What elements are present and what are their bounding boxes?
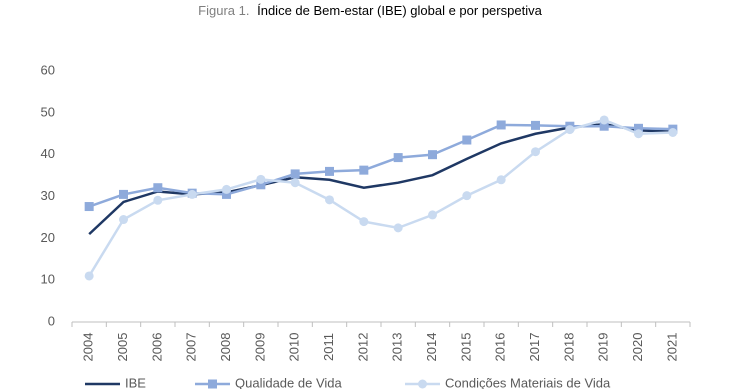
point — [565, 125, 575, 135]
point — [393, 153, 403, 163]
legend-marker — [208, 379, 217, 389]
point — [153, 195, 163, 205]
legend-label: Condições Materiais de Vida — [445, 375, 611, 389]
y-tick-label: 10 — [41, 272, 55, 287]
point — [599, 121, 609, 131]
point — [222, 184, 231, 194]
y-tick-label: 50 — [41, 104, 55, 119]
title-text: Índice de Bem-estar (IBE) global e por p… — [257, 3, 542, 18]
series-line — [88, 118, 673, 277]
point — [462, 135, 472, 145]
y-tick-label: 40 — [41, 146, 55, 161]
point — [84, 271, 94, 281]
x-tick-label: 2014 — [424, 333, 439, 362]
x-tick-label: 2021 — [664, 333, 679, 362]
point — [119, 215, 128, 225]
point — [359, 165, 369, 175]
point — [222, 189, 231, 199]
x-tick-label: 2004 — [81, 333, 96, 362]
point — [428, 210, 437, 220]
y-tick-label: 0 — [48, 313, 55, 328]
point — [290, 178, 300, 188]
series-line — [88, 122, 673, 236]
point — [359, 217, 369, 227]
x-tick-label: 2011 — [321, 333, 336, 361]
figure-label: Figura 1. — [198, 3, 249, 18]
point — [496, 120, 506, 130]
x-tick-label: 2015 — [458, 333, 473, 362]
x-tick-label: 2013 — [390, 333, 405, 362]
x-tick-label: 2009 — [252, 333, 267, 362]
x-tick-label: 2017 — [527, 333, 542, 362]
y-tick-label: 60 — [41, 62, 55, 77]
series-line — [88, 123, 673, 208]
point — [290, 169, 300, 179]
point — [119, 189, 128, 199]
x-tick-label: 2005 — [115, 333, 130, 362]
x-tick-label: 2019 — [596, 333, 611, 362]
point — [187, 189, 197, 199]
point — [634, 123, 643, 133]
point — [256, 174, 266, 184]
chart-title: Figura 1. Índice de Bem-estar (IBE) glob… — [198, 3, 542, 18]
x-tick-label: 2012 — [355, 333, 370, 362]
point — [599, 115, 609, 125]
x-tick-label: 2007 — [184, 333, 199, 362]
point — [531, 120, 540, 130]
legend-label: IBE — [125, 375, 146, 389]
point — [325, 195, 334, 205]
point — [462, 191, 472, 201]
point — [84, 202, 94, 212]
x-tick-label: 2016 — [493, 333, 508, 362]
point — [496, 175, 506, 185]
x-tick-label: 2008 — [218, 333, 233, 362]
point — [668, 127, 678, 137]
point — [153, 183, 163, 193]
point — [393, 223, 403, 233]
x-tick-label: 2020 — [630, 333, 645, 362]
x-tick-label: 2006 — [149, 333, 164, 362]
y-tick-label: 20 — [41, 230, 55, 245]
x-tick-label: 2018 — [561, 333, 576, 362]
point — [256, 180, 266, 190]
legend-marker — [418, 379, 427, 389]
point — [325, 166, 334, 176]
x-tick-label: 2010 — [287, 333, 302, 362]
point — [428, 150, 437, 160]
legend-label: Qualidade de Vida — [235, 375, 343, 389]
point — [634, 129, 643, 139]
y-tick-label: 30 — [41, 188, 55, 203]
point — [531, 147, 540, 157]
